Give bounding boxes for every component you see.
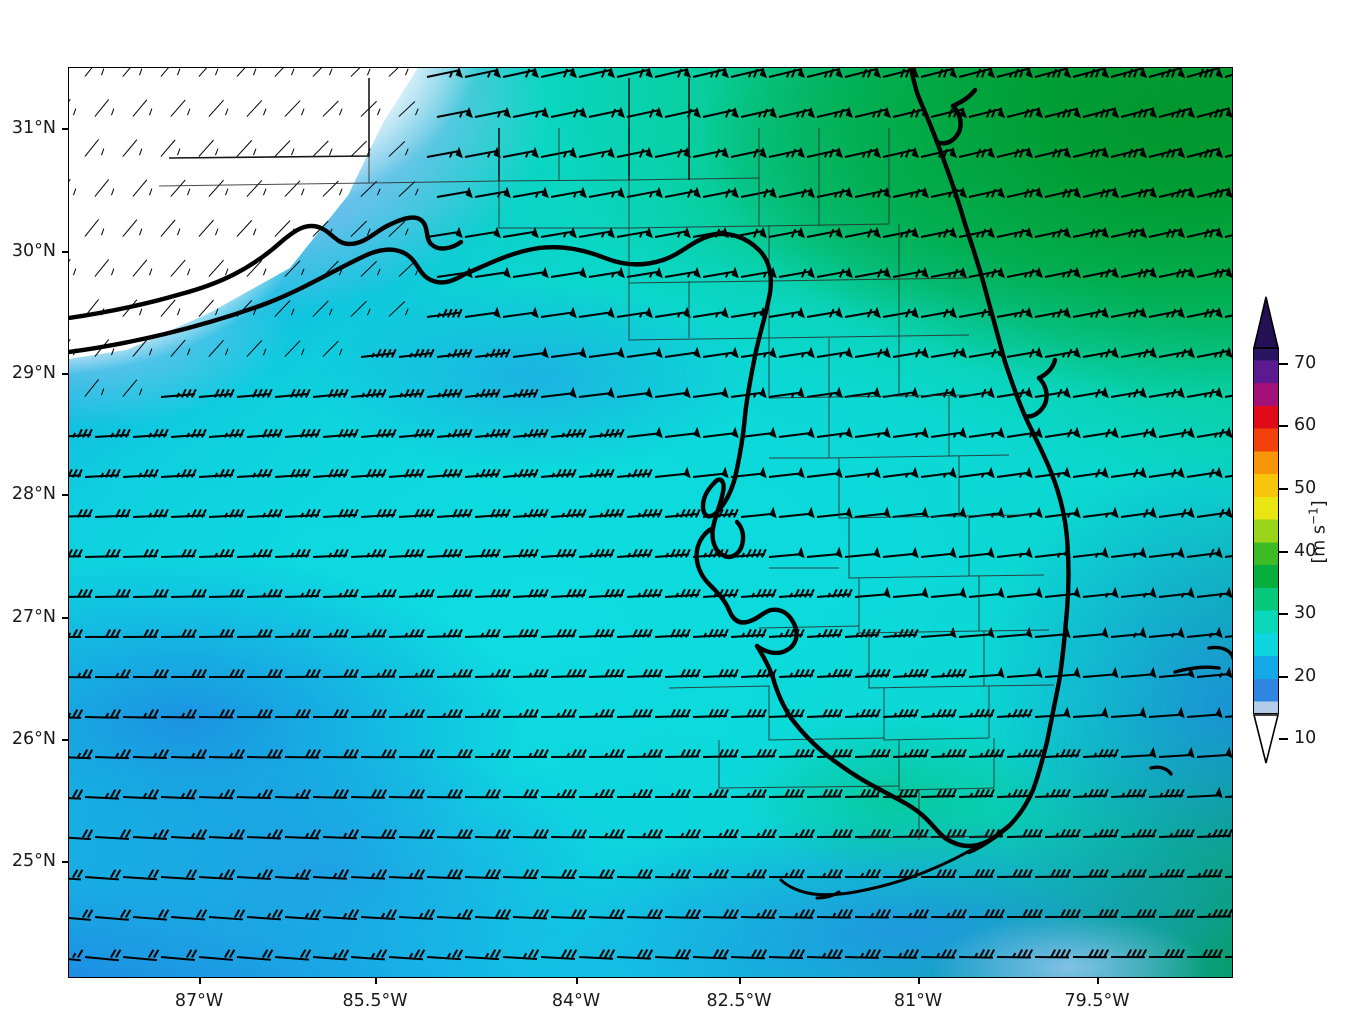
colorbar-tick-mark (1279, 676, 1288, 678)
x-tick-label: 85.5°W (342, 991, 408, 1011)
colorbar-tick-label: 30 (1294, 603, 1317, 623)
x-tick-label: 79.5°W (1064, 991, 1130, 1011)
colorbar-tick-label: 60 (1294, 415, 1317, 435)
y-tick-label: 25°N (11, 851, 56, 871)
x-tick-mark (199, 978, 201, 984)
y-tick-label: 26°N (11, 729, 56, 749)
colorbar-tick-mark (1279, 738, 1288, 740)
county-borders (158, 78, 1055, 840)
x-tick-mark (1097, 978, 1099, 984)
colorbar-tick-mark (1279, 613, 1288, 615)
colorbar-gradient (1253, 348, 1279, 714)
bahamas-islands (1149, 645, 1232, 776)
colorbar-under-arrow-outline (1253, 714, 1279, 764)
geography-svg (69, 68, 1232, 900)
colorbar-unit-exponent: −1 (1306, 507, 1321, 525)
state-borders (168, 78, 690, 181)
colorbar-tick-label: 10 (1294, 728, 1317, 748)
y-tick-label: 31°N (11, 118, 56, 138)
x-tick-label: 87°W (174, 991, 224, 1011)
colorbar-unit-label: [m s−1] (1307, 500, 1330, 563)
colorbar-under-arrow (1253, 714, 1279, 764)
colorbar-unit-open: [m s (1309, 524, 1330, 564)
colorbar-tick-label: 40 (1294, 541, 1317, 561)
y-tick-mark (62, 494, 68, 496)
x-tick-mark (918, 978, 920, 984)
colorbar-over-arrow-outline (1253, 296, 1279, 349)
colorbar-tick-mark (1279, 425, 1288, 427)
x-tick-mark (576, 978, 578, 984)
y-tick-label: 27°N (11, 607, 56, 627)
y-tick-mark (62, 617, 68, 619)
x-tick-label: 84°W (551, 991, 601, 1011)
y-tick-mark (62, 128, 68, 130)
y-tick-mark (62, 251, 68, 253)
colorbar-tick-mark (1279, 363, 1288, 365)
florida-keys (779, 842, 983, 900)
colorbar[interactable] (1253, 296, 1279, 766)
y-tick-mark (62, 373, 68, 375)
geography-overlay (69, 68, 1232, 977)
colorbar-tick-mark (1279, 488, 1288, 490)
x-tick-label: 82.5°W (706, 991, 772, 1011)
y-tick-mark (62, 861, 68, 863)
colorbar-tick-mark (1279, 551, 1288, 553)
colorbar-tick-label: 70 (1294, 353, 1317, 373)
x-tick-mark (375, 978, 377, 984)
x-tick-label: 81°W (893, 991, 943, 1011)
y-tick-mark (62, 739, 68, 741)
colorbar-tick-label: 50 (1294, 478, 1317, 498)
colorbar-unit-close: ] (1309, 500, 1330, 508)
y-tick-label: 28°N (11, 484, 56, 504)
y-tick-label: 29°N (11, 363, 56, 383)
map-plot-area[interactable] (68, 67, 1233, 978)
x-tick-mark (739, 978, 741, 984)
colorbar-tick-label: 20 (1294, 666, 1317, 686)
colorbar-over-arrow (1253, 296, 1279, 349)
y-tick-label: 30°N (11, 241, 56, 261)
